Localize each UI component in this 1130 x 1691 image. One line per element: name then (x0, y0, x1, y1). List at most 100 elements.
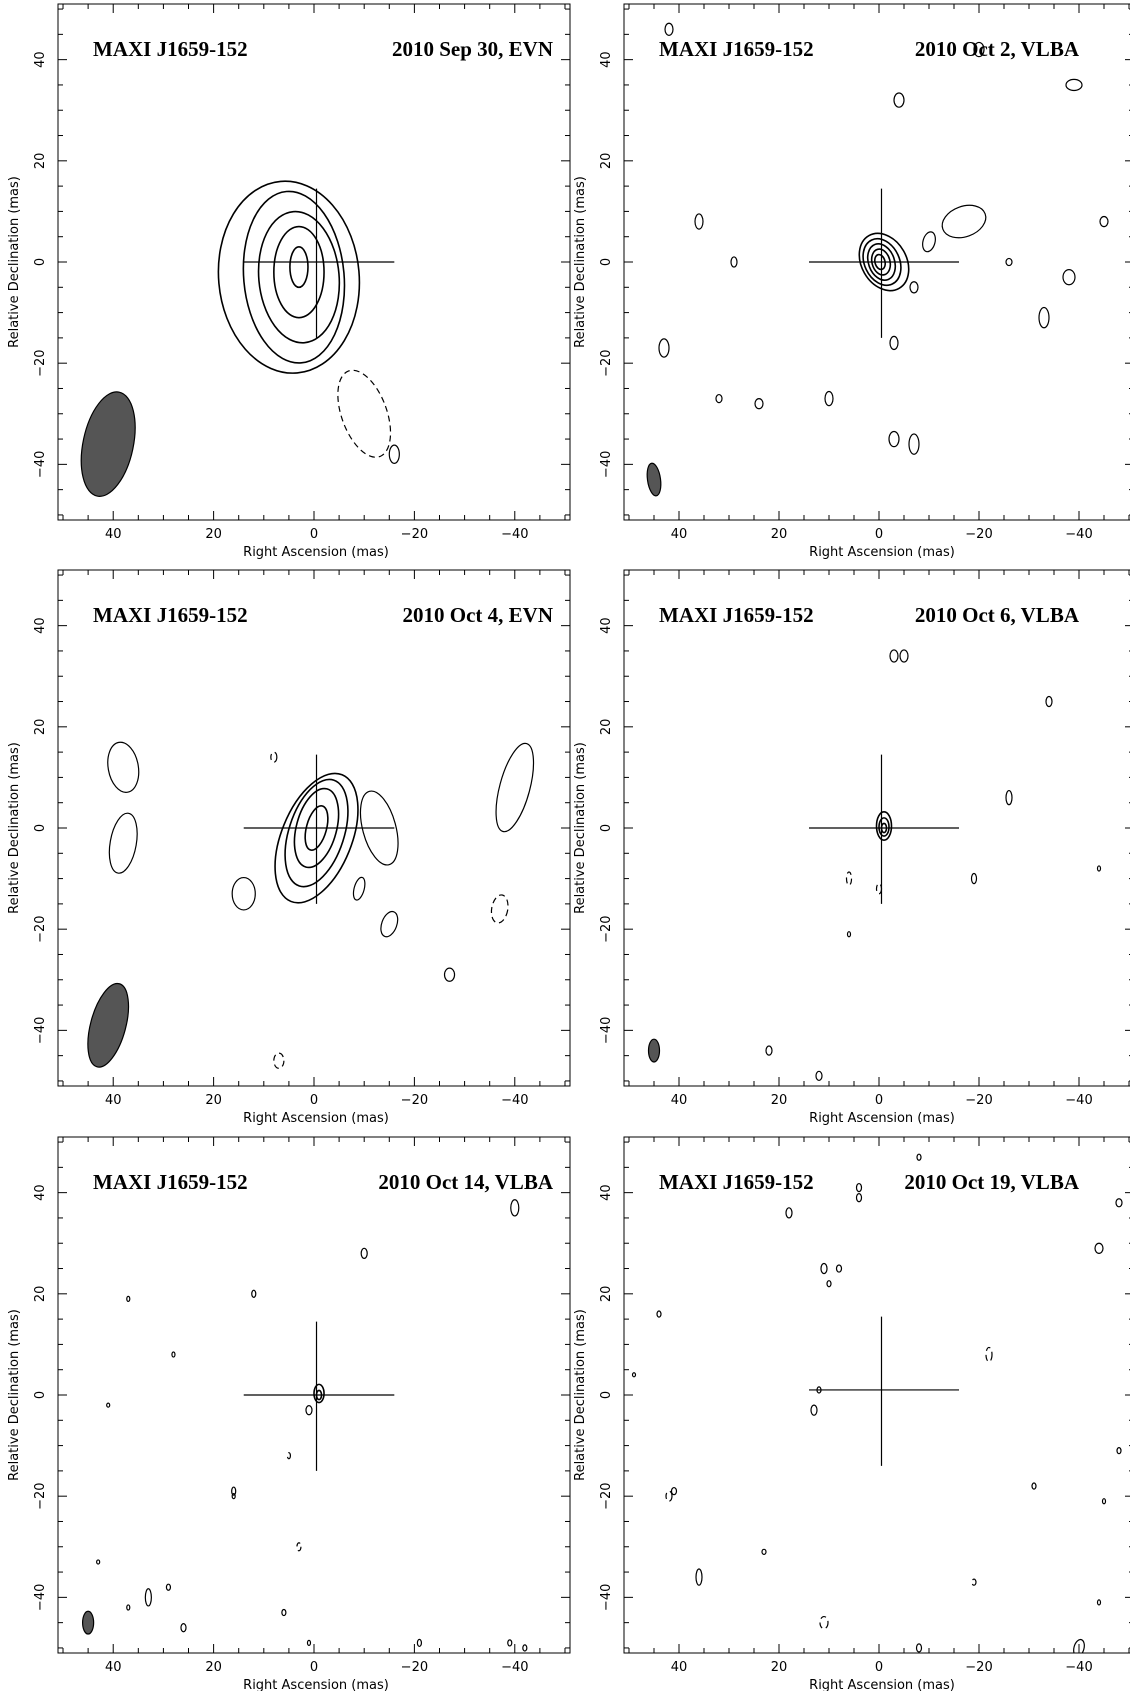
contour-map (87, 741, 535, 1069)
panel-1: 40 20 0 −20 −40 40 20 0 −20 −40 Right Ascension (m… (7, 3, 571, 560)
y-tick-label: 40 (33, 51, 48, 68)
contour-level (858, 232, 910, 292)
contour-level (251, 1289, 257, 1298)
contour-level (106, 1402, 111, 1408)
negative-contour (270, 751, 278, 763)
contour-level (846, 931, 852, 938)
contour-level (893, 92, 905, 108)
contour-level (715, 393, 723, 404)
y-tick-label: 40 (33, 617, 48, 634)
y-tick-label: 0 (599, 258, 614, 266)
contour-level (126, 1295, 131, 1303)
contour-level (973, 41, 985, 58)
y-tick-label: 0 (33, 824, 48, 832)
contour-level (284, 778, 349, 888)
x-axis-label: Right Ascension (mas) (809, 545, 955, 560)
contour-level (754, 397, 764, 410)
x-tick-label: 20 (771, 1660, 788, 1675)
contour-level (866, 243, 897, 281)
contour-level (289, 246, 309, 289)
x-tick-label: −40 (1065, 1093, 1092, 1108)
negative-contour (490, 894, 509, 924)
y-tick-label: −20 (599, 1482, 614, 1509)
contour-level (908, 433, 920, 455)
contour-level (380, 910, 399, 938)
y-tick-label: 20 (33, 153, 48, 170)
contour-level (820, 1262, 828, 1275)
panel-epoch-title: 2010 Oct 6, VLBA (915, 603, 1080, 627)
beam-ellipse (81, 1610, 95, 1635)
y-tick-label: −20 (33, 915, 48, 942)
contour-level (888, 430, 900, 448)
contour-level (1101, 1498, 1107, 1505)
y-tick-label: 20 (599, 719, 614, 736)
contour-level (855, 1193, 863, 1203)
negative-contour (819, 1615, 829, 1630)
x-tick-label: 40 (105, 527, 122, 542)
x-axis-label: Right Ascension (mas) (243, 1111, 389, 1126)
contour-level (1073, 1638, 1085, 1653)
y-tick-label: −20 (599, 349, 614, 376)
contour-level (242, 190, 346, 364)
panel-source-title: MAXI J1659-152 (93, 603, 248, 627)
contour-level (231, 1493, 236, 1500)
contour-map (631, 1153, 1123, 1653)
contour-level (274, 772, 359, 904)
contour-level (107, 741, 140, 793)
x-tick-label: −40 (501, 1093, 528, 1108)
y-tick-label: 0 (599, 824, 614, 832)
contour-level (293, 787, 340, 869)
contour-level (1096, 865, 1102, 872)
contour-level (970, 872, 978, 885)
contour-level (695, 1568, 703, 1586)
beam-ellipse (87, 982, 130, 1068)
panel-epoch-title: 2010 Sep 30, EVN (392, 37, 553, 61)
y-tick-label: 20 (599, 1286, 614, 1303)
panel-3: 40 20 0 −20 −40 40 20 0 −20 −40 Right Ascension (m… (7, 569, 571, 1126)
contour-level (835, 1264, 843, 1273)
contour-level (306, 1639, 312, 1647)
contour-level (1062, 268, 1076, 286)
contour-level (1065, 78, 1083, 92)
x-tick-label: 40 (105, 1660, 122, 1675)
negative-contour (286, 1452, 292, 1460)
contour-level (862, 237, 902, 287)
contour-level (1031, 1482, 1037, 1490)
contour-level (761, 1548, 767, 1555)
x-tick-label: −20 (401, 1093, 428, 1108)
panel-source-title: MAXI J1659-152 (659, 603, 814, 627)
contour-level (730, 256, 738, 268)
x-tick-label: −40 (501, 1660, 528, 1675)
panel-source-title: MAXI J1659-152 (93, 37, 248, 61)
x-tick-label: 20 (205, 1093, 222, 1108)
negative-contour (845, 871, 853, 886)
x-tick-label: 40 (671, 527, 688, 542)
contour-level (165, 1583, 172, 1591)
contour-level (360, 1247, 368, 1260)
y-tick-label: 0 (33, 258, 48, 266)
contour-level (1005, 789, 1013, 806)
y-tick-label: −40 (33, 1017, 48, 1044)
x-tick-label: −40 (501, 527, 528, 542)
contour-level (522, 1644, 528, 1652)
x-tick-label: 0 (310, 1093, 318, 1108)
contour-level (826, 1280, 832, 1288)
y-tick-label: 20 (33, 719, 48, 736)
x-tick-label: −20 (965, 527, 992, 542)
panel-epoch-title: 2010 Oct 19, VLBA (904, 1170, 1079, 1194)
contour-level (810, 1404, 818, 1416)
contour-level (304, 805, 329, 851)
contour-level (855, 1182, 863, 1193)
contour-level (1099, 215, 1109, 228)
panel-2: 40 20 0 −20 −40 40 20 0 −20 −40 Right Ascension (m… (573, 3, 1130, 560)
contour-level (510, 1199, 520, 1217)
contour-level (108, 812, 138, 874)
contour-level (231, 876, 256, 911)
panel-4: 40 20 0 −20 −40 40 20 0 −20 −40 Right Ascension (m… (573, 569, 1130, 1126)
contour-level (694, 213, 704, 230)
panel-6: 40 20 0 −20 −40 40 20 0 −20 −40 Right Ascension (m… (573, 1136, 1130, 1691)
contour-level (899, 649, 909, 663)
y-axis-label: Relative Declination (mas) (7, 742, 22, 914)
y-tick-label: −40 (599, 451, 614, 478)
